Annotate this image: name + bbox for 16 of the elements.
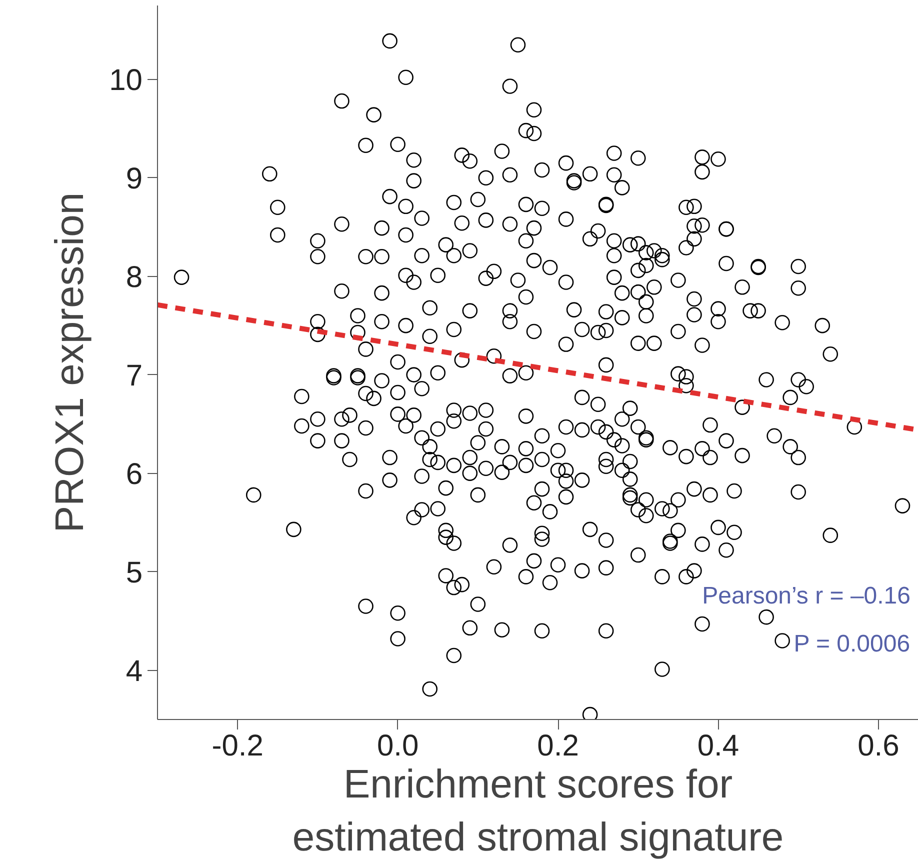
y-tick-label: 10	[109, 64, 143, 97]
annotation: Pearson’s r = –0.16	[702, 582, 910, 610]
annotation: P = 0.0006	[794, 630, 910, 658]
x-tick-label: 0.0	[376, 730, 419, 762]
y-tick-label: 6	[126, 458, 143, 491]
x-tick-label: -0.2	[212, 730, 264, 762]
x-tick-label: 0.4	[697, 730, 740, 762]
y-tick-label: 9	[126, 162, 143, 196]
y-tick-label: 8	[126, 260, 143, 294]
x-tick-label: 0.2	[537, 730, 579, 762]
y-tick-label: 7	[126, 359, 143, 392]
x-axis-title: Enrichment scores for estimated stromal signature	[292, 762, 784, 860]
y-axis-title: PROX1 expression	[48, 192, 92, 533]
y-tick-label: 4	[126, 654, 143, 688]
y-tick-label: 5	[126, 556, 143, 590]
x-tick-label: 0.6	[858, 730, 900, 762]
